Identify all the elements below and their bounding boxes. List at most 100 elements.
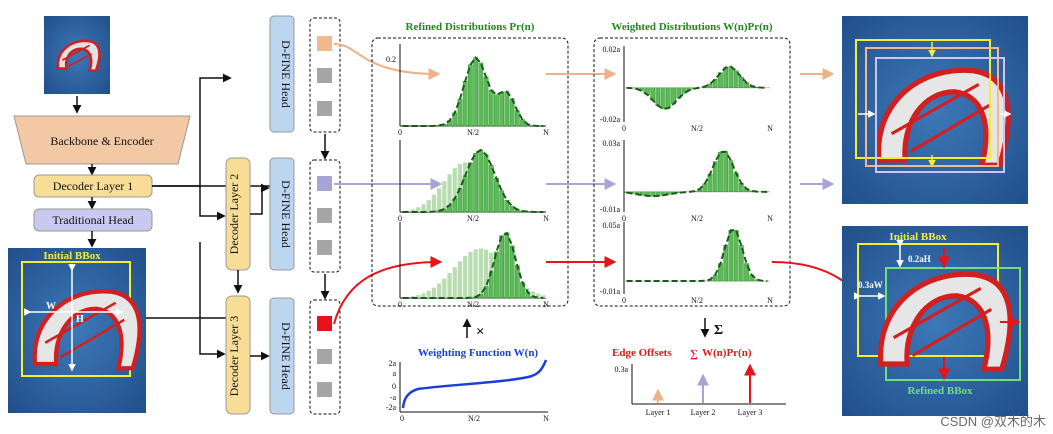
token-column-3 bbox=[309, 299, 341, 415]
dist-bar bbox=[504, 199, 510, 213]
weighted-bar bbox=[723, 151, 729, 193]
w-offset-label: 0.3aW bbox=[858, 280, 883, 290]
xtick: N bbox=[767, 214, 773, 223]
kite-icon bbox=[876, 67, 1011, 168]
dist-curve bbox=[402, 231, 544, 299]
dfine-head-2-label: D-FINE Head bbox=[279, 180, 293, 248]
dist-bar bbox=[509, 245, 515, 299]
faint-bar bbox=[447, 174, 452, 212]
kite-icon bbox=[878, 271, 1013, 372]
edge-offsets-title-formula: W(n)Pr(n) bbox=[702, 347, 752, 359]
xtick: 0 bbox=[398, 214, 402, 223]
refined-plot-row: 0 N/2 N bbox=[398, 140, 549, 223]
faint-bar bbox=[530, 291, 536, 298]
token-layer2 bbox=[317, 176, 332, 191]
decoder1-label: Decoder Layer 1 bbox=[53, 179, 134, 193]
dist-bar bbox=[504, 232, 510, 299]
dist-bar bbox=[473, 152, 478, 213]
wf-ytick: 2a bbox=[388, 359, 396, 368]
faint-bar bbox=[442, 181, 447, 212]
dist-bar bbox=[499, 235, 505, 299]
weighted-bar bbox=[639, 191, 645, 196]
input-image-thumbnail bbox=[44, 16, 110, 94]
h-offset-label: 0.2aH bbox=[908, 254, 931, 264]
weighted-bar bbox=[707, 173, 713, 193]
weighting-curve bbox=[401, 359, 548, 409]
faint-bar bbox=[416, 207, 421, 212]
output-image-iterative bbox=[842, 16, 1028, 204]
dist-bar bbox=[478, 149, 484, 213]
dfine-head-2: D-FINE Head bbox=[269, 157, 295, 271]
sum-glyph: ∑ bbox=[690, 348, 698, 360]
faint-bar bbox=[478, 248, 483, 298]
dist-bar bbox=[483, 154, 489, 213]
token-layer1 bbox=[317, 36, 332, 51]
dist-bar bbox=[514, 110, 520, 127]
weighted-bar bbox=[665, 191, 671, 195]
faint-bar bbox=[442, 278, 447, 298]
refined-panel bbox=[371, 37, 569, 307]
xtick: 0 bbox=[622, 214, 626, 223]
xtick: N/2 bbox=[467, 214, 479, 223]
dist-bar bbox=[488, 89, 494, 127]
dist-bar bbox=[468, 162, 473, 213]
backbone-label: Backbone & Encoder bbox=[50, 134, 153, 148]
dfine-head-1-label: D-FINE Head bbox=[279, 40, 293, 108]
xtick: N/2 bbox=[691, 296, 703, 305]
ytick: 0.02a bbox=[602, 45, 620, 54]
offsets-ytick: 0.3a bbox=[614, 365, 628, 374]
wf-xtick: 0 bbox=[400, 414, 404, 423]
edge-offsets-plot: Edge Offsets ∑ W(n)Pr(n) 0.3a Layer 1 La… bbox=[612, 347, 786, 417]
sum-operator: Σ bbox=[700, 318, 723, 338]
faint-bar bbox=[463, 256, 468, 298]
weighted-bar bbox=[712, 78, 718, 89]
faint-bar bbox=[457, 261, 463, 298]
ytick: -0.01a bbox=[600, 205, 621, 214]
weighted-bar bbox=[738, 245, 744, 282]
ytick: 0.03a bbox=[602, 139, 620, 148]
faint-bar bbox=[437, 188, 442, 212]
token-column-2 bbox=[309, 159, 341, 273]
h-label: H bbox=[76, 314, 84, 325]
weighted-bar bbox=[655, 87, 661, 106]
weighting-title: Weighting Function W(n) bbox=[418, 347, 539, 359]
dist-bar bbox=[483, 286, 489, 299]
weighted-title: Weighted Distributions W(n)Pr(n) bbox=[611, 21, 772, 33]
sum-symbol: Σ bbox=[714, 323, 723, 338]
xtick: N bbox=[767, 124, 773, 133]
dist-bar bbox=[473, 57, 478, 127]
faint-bar bbox=[483, 249, 489, 298]
wf-ytick: -2a bbox=[386, 403, 397, 412]
layer-label: Layer 3 bbox=[738, 408, 763, 417]
backbone-encoder-block: Backbone & Encoder bbox=[13, 115, 191, 165]
weighted-bar bbox=[702, 183, 708, 193]
weighted-bar bbox=[723, 67, 729, 89]
traditional-head-label: Traditional Head bbox=[52, 213, 133, 227]
xtick: N bbox=[543, 214, 549, 223]
faint-bar bbox=[541, 295, 546, 298]
weighted-bar bbox=[660, 87, 666, 110]
xtick: N bbox=[543, 128, 549, 137]
refined-bbox-label: Refined BBox bbox=[907, 385, 973, 397]
dist-curve bbox=[402, 148, 544, 213]
weighted-bar bbox=[723, 245, 729, 282]
times-symbol: × bbox=[476, 324, 485, 340]
dist-bar bbox=[478, 62, 484, 127]
initial-bbox-label-right: Initial BBox bbox=[889, 231, 947, 243]
weighted-bar bbox=[733, 230, 739, 282]
faint-bar bbox=[431, 194, 436, 212]
edge-offsets-title-prefix: Edge Offsets bbox=[612, 347, 672, 359]
dist-bar bbox=[468, 64, 473, 127]
xtick: N bbox=[543, 300, 549, 309]
wf-ytick: 0 bbox=[392, 382, 396, 391]
dist-bar bbox=[509, 205, 515, 213]
ytick: -0.01a bbox=[600, 287, 621, 296]
wf-ytick: -a bbox=[390, 393, 397, 402]
faint-bar bbox=[536, 293, 541, 298]
multiply-operator: × bbox=[462, 318, 485, 340]
weighted-bar bbox=[718, 151, 723, 193]
weighted-bar bbox=[744, 263, 749, 282]
ytick: -0.02a bbox=[600, 115, 621, 124]
